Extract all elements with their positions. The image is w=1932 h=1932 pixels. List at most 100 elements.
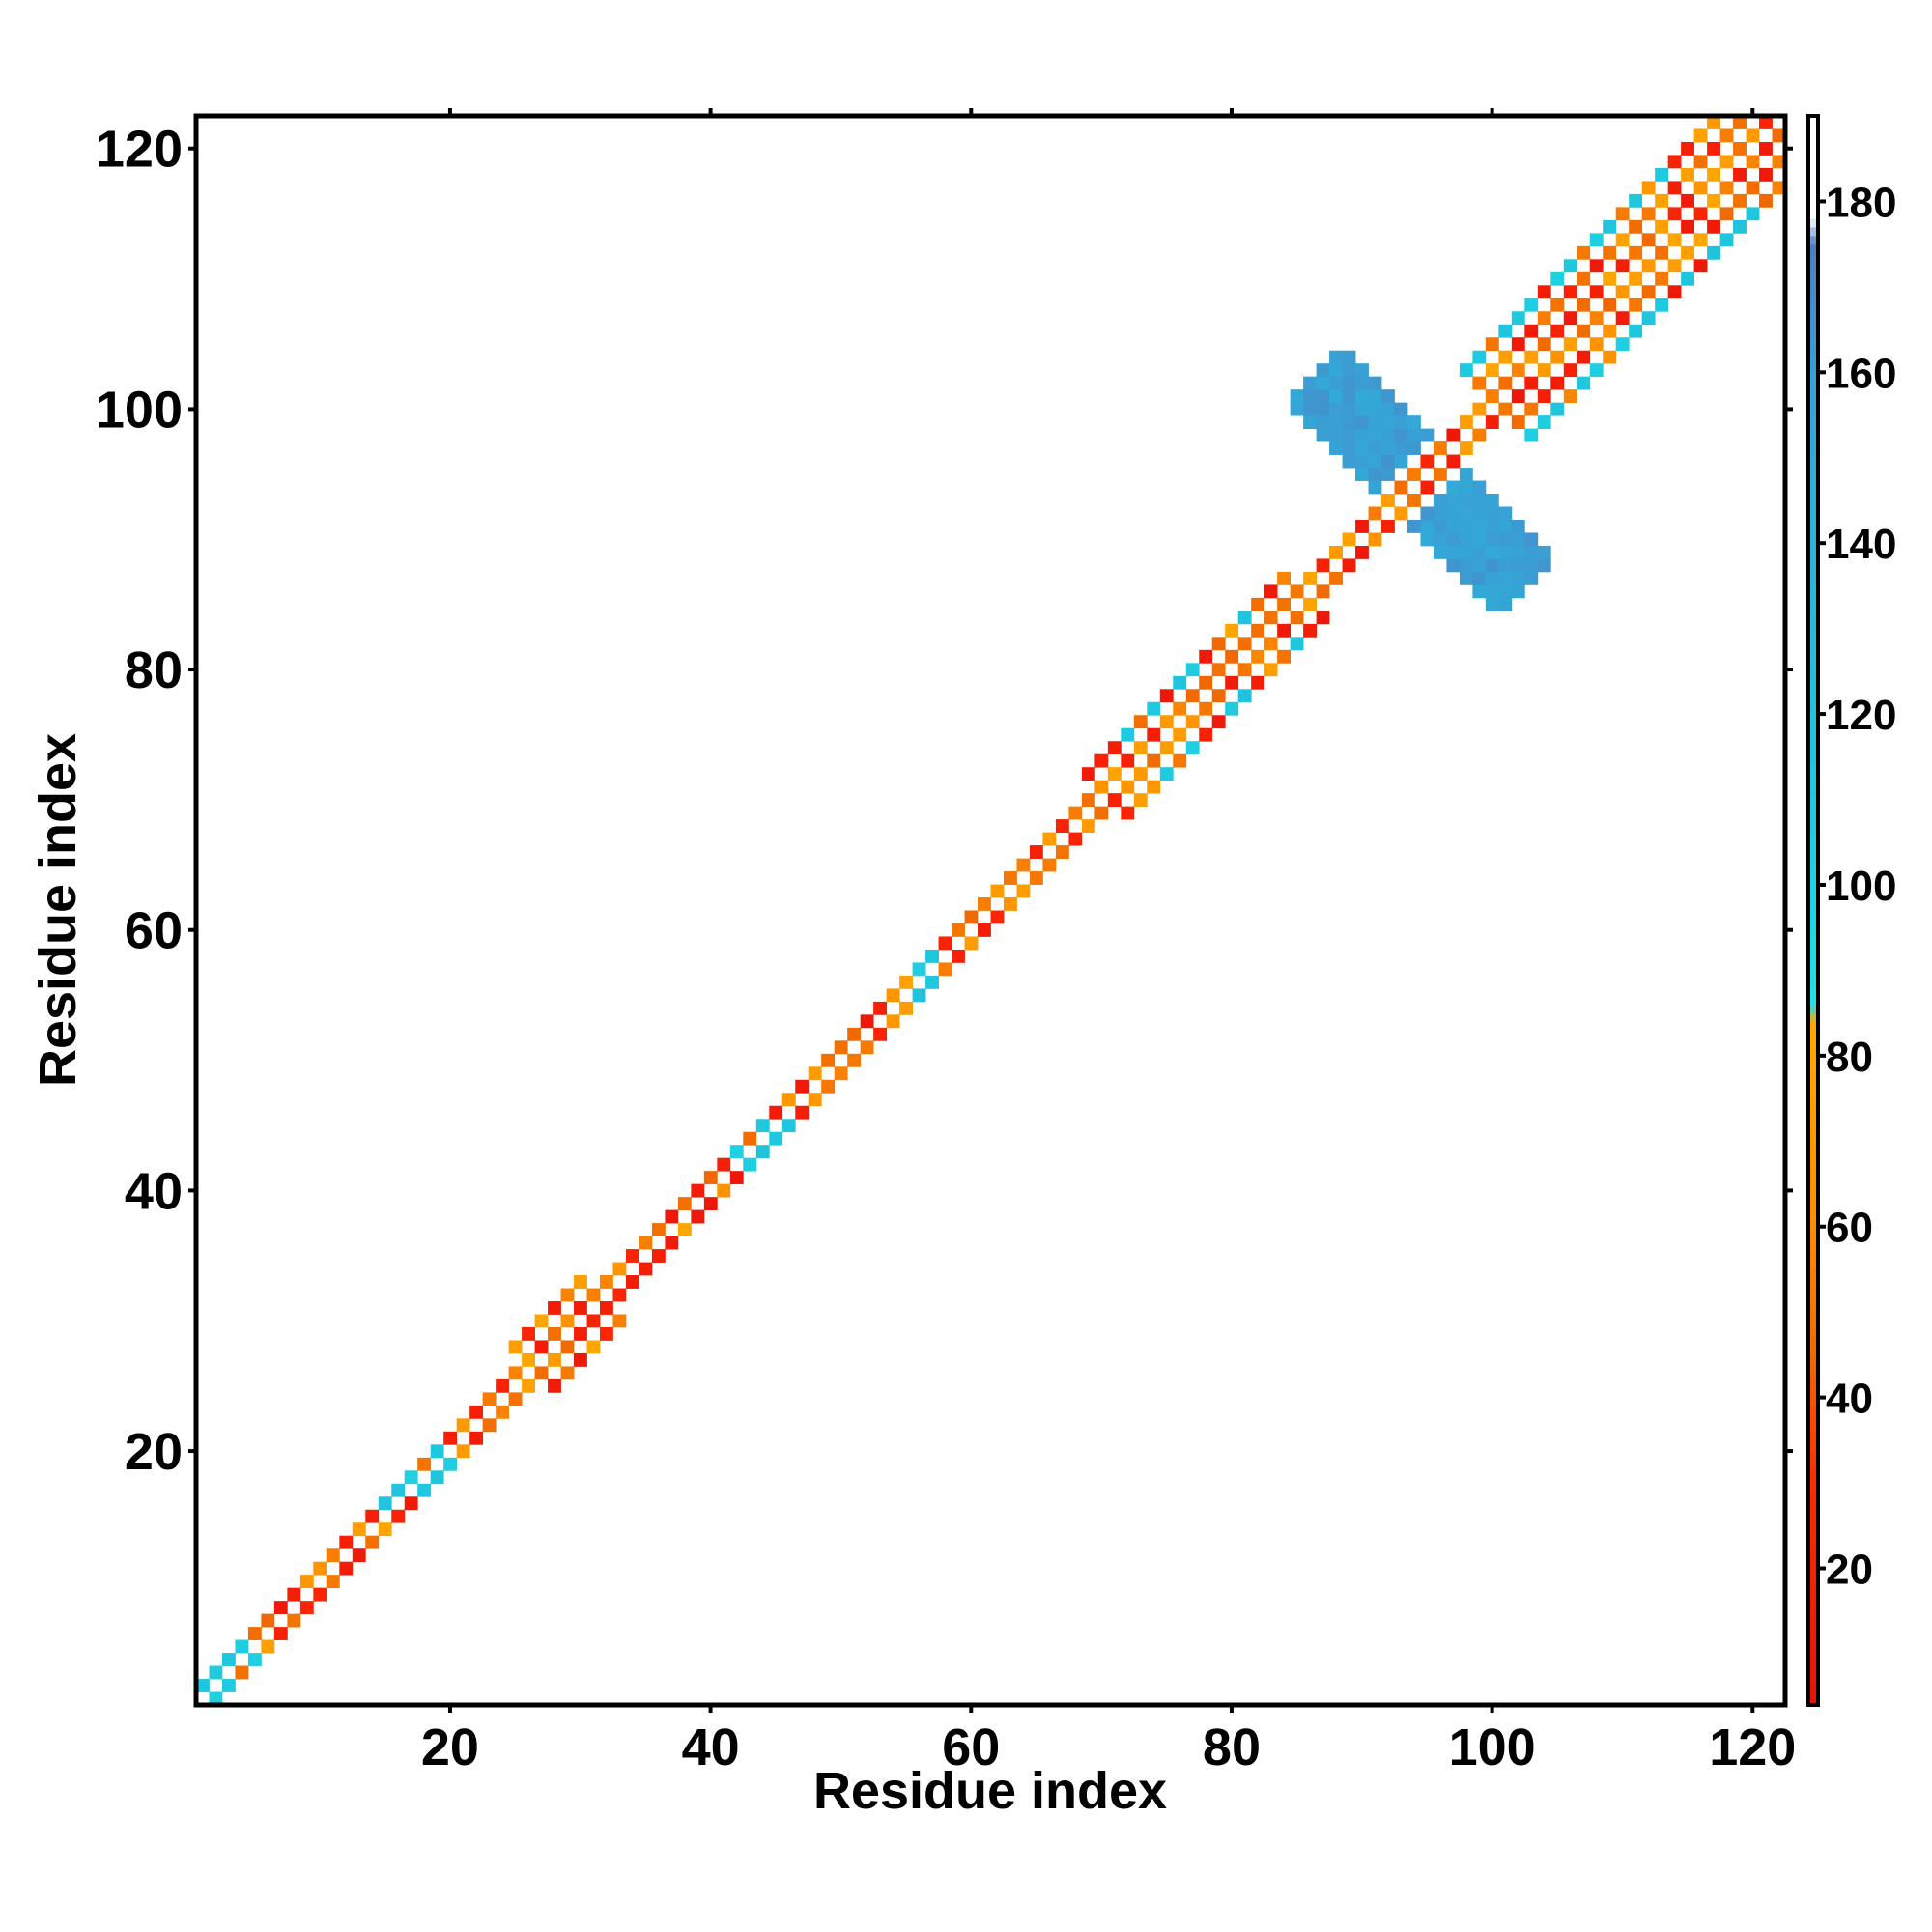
heatmap-cell: [443, 1431, 458, 1445]
heatmap-cell: [743, 1131, 757, 1146]
heatmap-cell: [665, 1236, 679, 1250]
heatmap-cell: [808, 1093, 822, 1107]
heatmap-cell: [1693, 233, 1708, 247]
heatmap-cell: [1511, 389, 1525, 404]
heatmap-cell: [1603, 324, 1617, 338]
heatmap-cell: [899, 975, 913, 989]
heatmap-cell: [1303, 597, 1317, 611]
heatmap-cell: [1485, 415, 1499, 429]
heatmap-cell: [1498, 545, 1513, 559]
heatmap-cell: [1459, 363, 1473, 378]
heatmap-cell: [299, 1601, 314, 1615]
heatmap-cell: [1368, 376, 1382, 390]
heatmap-cell: [586, 1340, 601, 1354]
colorbar-segment: [1808, 423, 1818, 433]
heatmap-cell: [1459, 545, 1473, 559]
heatmap-cell: [1159, 767, 1174, 781]
heatmap-cell: [912, 962, 926, 977]
heatmap-cell: [1759, 167, 1773, 182]
colorbar-segment: [1808, 252, 1818, 262]
heatmap-cell: [574, 1352, 587, 1367]
heatmap-cell: [1577, 376, 1591, 390]
heatmap-cell: [1199, 727, 1213, 742]
heatmap-cell: [1342, 532, 1356, 547]
heatmap-cell: [1368, 389, 1382, 404]
heatmap-cell: [1511, 519, 1525, 533]
heatmap-cell: [1016, 858, 1031, 872]
heatmap-cell: [534, 1366, 549, 1380]
heatmap-cell: [1472, 350, 1487, 364]
heatmap-cell: [729, 1145, 744, 1159]
heatmap-cell: [1641, 207, 1656, 221]
heatmap-cell: [1667, 181, 1682, 195]
colorbar-segment: [1808, 970, 1818, 980]
heatmap-cell: [548, 1301, 561, 1315]
heatmap-cell: [1537, 415, 1551, 429]
heatmap-cell: [273, 1627, 288, 1640]
colorbar-segment: [1808, 372, 1818, 382]
heatmap-cell: [990, 884, 1005, 898]
colorbar-segment: [1808, 1696, 1818, 1706]
heatmap-cell: [1629, 298, 1643, 312]
heatmap-cell: [1589, 285, 1604, 299]
heatmap-cell: [534, 1314, 549, 1328]
heatmap-cell: [1199, 675, 1213, 690]
colorbar-segment: [1808, 884, 1818, 895]
heatmap-cell: [1185, 715, 1200, 729]
colorbar-segment: [1808, 329, 1818, 339]
heatmap-cell: [1133, 741, 1148, 755]
heatmap-cell: [1615, 259, 1630, 273]
colorbar-tick-label: 180: [1826, 179, 1896, 226]
heatmap-cell: [456, 1444, 470, 1459]
colorbar-segment: [1808, 457, 1818, 468]
heatmap-cell: [261, 1639, 275, 1654]
heatmap-cell: [1733, 167, 1747, 182]
heatmap-cell: [508, 1366, 523, 1380]
colorbar-segment: [1808, 158, 1818, 168]
heatmap-cell: [651, 1249, 666, 1263]
heatmap-cell: [1211, 689, 1226, 703]
heatmap-cell: [1524, 545, 1539, 559]
colorbar-segment: [1808, 261, 1818, 270]
heatmap-cell: [952, 949, 965, 963]
colorbar-segment: [1808, 1679, 1818, 1689]
heatmap-cell: [1577, 350, 1591, 364]
heatmap-cell: [221, 1653, 236, 1666]
colorbar-segment: [1808, 585, 1818, 595]
heatmap-cell: [1394, 415, 1408, 429]
colorbar-segment: [1808, 167, 1818, 177]
heatmap-cell: [1211, 715, 1226, 729]
colorbar-segment: [1808, 508, 1818, 519]
heatmap-cell: [1707, 193, 1720, 208]
colorbar-segment: [1808, 492, 1818, 501]
heatmap-cell: [1277, 623, 1292, 638]
heatmap-cell: [1303, 402, 1317, 416]
colorbar-segment: [1808, 210, 1818, 219]
colorbar-segment: [1808, 286, 1818, 297]
heatmap-cell: [1589, 259, 1604, 273]
colorbar-segment: [1808, 799, 1818, 809]
colorbar-segment: [1808, 303, 1818, 313]
heatmap-cell: [1329, 350, 1343, 364]
colorbar-segment: [1808, 808, 1818, 817]
colorbar-segment: [1808, 1277, 1818, 1288]
heatmap-cell: [886, 1014, 900, 1029]
heatmap-cell: [1498, 324, 1513, 338]
heatmap-cell: [1420, 532, 1435, 547]
heatmap-cell: [1719, 233, 1734, 247]
heatmap-cell: [1681, 167, 1695, 182]
heatmap-cell: [1733, 141, 1747, 156]
x-tick-label: 100: [1449, 1719, 1536, 1776]
colorbar-segment: [1808, 936, 1818, 946]
colorbar-segment: [1808, 1021, 1818, 1031]
heatmap-cell: [1603, 219, 1617, 234]
heatmap-cell: [1406, 415, 1421, 429]
x-axis-label: Residue index: [813, 1762, 1167, 1820]
colorbar-segment: [1808, 1055, 1818, 1065]
colorbar-segment: [1808, 312, 1818, 322]
colorbar-segment: [1808, 1081, 1818, 1091]
colorbar-segment: [1808, 1688, 1818, 1697]
heatmap-cell: [1485, 494, 1499, 507]
heatmap-cell: [1121, 780, 1135, 794]
heatmap-cell: [1563, 363, 1577, 378]
